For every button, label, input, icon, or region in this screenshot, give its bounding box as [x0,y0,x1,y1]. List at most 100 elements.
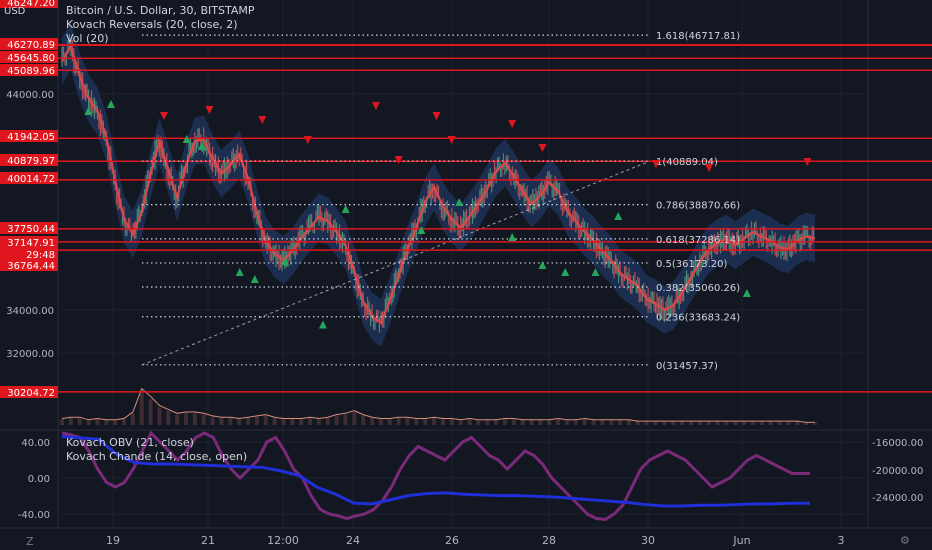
reversal-down-marker [652,160,661,168]
indicator-chande-label[interactable]: Kovach Chande (14, close, open) [66,450,248,463]
countdown-label: 29:48 [26,250,55,261]
reversal-up-marker [341,205,350,213]
indicator-reversals-label[interactable]: Kovach Reversals (20, close, 2) [66,18,238,31]
lower-pane: 40.00 0.00 -40.00 -16000.00 -20000.00 -24000.… [18,430,923,521]
x-tick-label: 26 [445,534,459,547]
price-tag-bg [0,38,58,50]
reversal-up-marker [561,268,570,276]
price-tag-label: 46247.20 [7,0,55,9]
price-tag-bg [0,154,58,166]
y-tick-label: 34000.00 [6,306,54,317]
reversal-up-marker [182,135,191,143]
price-tag-bg [0,130,58,142]
band-area [62,22,815,347]
fib-level-label: 0.382(35060.26) [656,283,740,294]
reversal-down-marker [205,106,214,114]
fib-level-label: 0.236(33683.24) [656,313,740,324]
fib-levels: 1.618(46717.81) 1(40889.04) 0.786(38870.66… [142,31,740,372]
x-tick-label: 12:00 [267,534,299,547]
fib-level-label: 0.5(36173.20) [656,259,728,270]
indicator-vol-label[interactable]: Vol (20) [66,32,109,45]
obv-line [61,435,810,508]
lower-left-tick: 40.00 [21,438,50,449]
fib-level-label: 1(40889.04) [656,157,718,168]
price-tag-label: 37147.91 [7,238,55,249]
price-tag-label: 36764.44 [7,261,55,272]
chande-line [61,430,810,521]
reversal-down-marker [432,112,441,120]
reversal-up-marker [250,275,259,283]
reversal-down-marker [538,144,547,152]
reversal-up-marker [508,233,517,241]
reversal-up-marker [84,107,93,115]
price-tag-label: 37750.44 [7,224,55,235]
lower-left-tick: 0.00 [28,474,50,485]
price-tag-label: 46270.89 [7,40,55,51]
markers [84,100,812,329]
price-lines: 46247.20 46270.89 45645.80 45089.96 41942.05… [0,0,932,399]
fib-level-label: 0(31457.37) [656,361,718,372]
reversal-up-marker [614,212,623,220]
x-tick-label: 19 [106,534,120,547]
price-tag-bg [0,172,58,184]
fib-level-label: 0.786(38870.66) [656,201,740,212]
fib-level-label: 1.618(46717.81) [656,31,740,42]
price-tag-bg [0,64,58,76]
reversal-up-marker [106,100,115,108]
price-tag-label: 45645.80 [7,53,55,64]
y-axis-left[interactable]: 44000.00 34000.00 32000.00 [6,90,54,360]
reversal-up-marker [417,226,426,234]
reversal-down-marker [159,112,168,120]
fib-level-label: 0.618(37286.14) [656,235,740,246]
price-tag-bg [0,386,58,398]
reversal-up-marker [197,142,206,150]
y-tick-label: 44000.00 [6,90,54,101]
x-tick-label: Jun [732,534,750,547]
lower-right-tick: -24000.00 [872,493,923,504]
symbol-title[interactable]: Bitcoin / U.S. Dollar, 30, BITSTAMP [66,4,255,17]
lower-left-tick: -40.00 [18,510,50,521]
price-tag-bg [0,222,58,234]
indicator-obv-label[interactable]: Kovach OBV (21, close) [66,436,194,449]
price-tag-label: 30204.72 [7,388,55,399]
reversal-down-marker [508,120,517,128]
reversal-down-marker [258,116,267,124]
reversal-up-marker [538,261,547,269]
price-tag-bg [0,259,58,271]
price-tag-bg [0,236,58,248]
y-tick-label: 32000.00 [6,349,54,360]
volatility-band [62,22,815,347]
reversal-up-marker [235,268,244,276]
reversal-up-marker [742,289,751,297]
settings-gear-icon[interactable]: ⚙ [900,534,910,547]
price-tag-bg [0,0,58,8]
reversal-up-marker [591,268,600,276]
price-tag-label: 41942.05 [7,132,55,143]
x-tick-label: 28 [542,534,556,547]
price-tag-bg [0,51,58,63]
reversal-down-marker [803,158,812,166]
reversal-up-marker [455,198,464,206]
x-tick-label: 21 [201,534,215,547]
countdown-tag-bg [0,248,58,260]
x-tick-label: 3 [838,534,845,547]
x-axis[interactable]: 19 21 12:00 24 26 28 30 Jun 3 [106,534,845,547]
lower-right-tick: -20000.00 [872,466,923,477]
price-tag-label: 40014.72 [7,174,55,185]
x-tick-label: 24 [346,534,360,547]
reversal-down-marker [303,136,312,144]
fib-trend-line [141,160,651,366]
price-tag-label: 45089.96 [7,66,55,77]
reversal-down-marker [394,156,403,164]
reversal-down-marker [705,164,714,172]
price-tag-label: 40879.97 [7,156,55,167]
reversal-up-marker [281,257,290,266]
reversal-down-marker [447,136,456,144]
zoom-icon[interactable]: Z [26,535,34,548]
reversal-down-marker [371,102,380,110]
volume-ma-line [61,387,815,423]
volume-area [60,387,817,425]
reversal-up-marker [318,320,327,329]
currency-label: USD [4,6,26,17]
